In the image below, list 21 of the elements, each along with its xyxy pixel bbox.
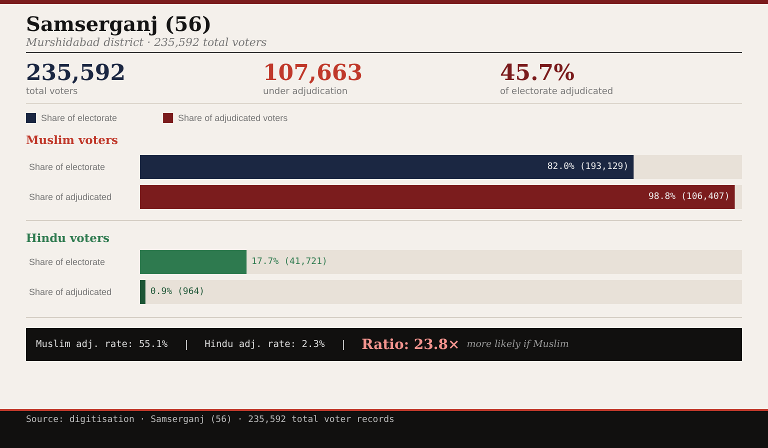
- source-note: Source: digitisation · Samserganj (56) · 235,592 total voter records: [26, 415, 394, 425]
- y-tick-label: Share of adjudicated: [29, 287, 112, 297]
- chart-title: Hindu voters: [26, 231, 110, 245]
- y-tick-label: Share of electorate: [29, 257, 106, 267]
- chart-title: Muslim voters: [26, 133, 118, 147]
- y-tick-label: Share of adjudicated: [29, 192, 112, 202]
- summary-panel: Muslim adj. rate: 55.1% Hindu adj. rate: 2.3% Ratio: 23.8× more likely if Muslim: [26, 328, 742, 361]
- text: Samserganj (56): [26, 12, 212, 36]
- y-tick-label: Share of electorate: [29, 162, 106, 172]
- data-label: 82.0% (193,129): [547, 162, 629, 172]
- text: 235,592: [26, 60, 126, 86]
- text: Murshidabad district · 235,592 total voters: [26, 36, 267, 49]
- legend-label: Share of adjudicated voters: [178, 113, 288, 123]
- data-label: 17.7% (41,721): [252, 257, 328, 267]
- data-label: 98.8% (106,407): [648, 192, 730, 202]
- text: under adjudication: [263, 87, 348, 97]
- text: 45.7%: [500, 60, 574, 86]
- text: 107,663: [263, 60, 363, 86]
- data-label: 0.9% (964): [150, 287, 205, 297]
- text: of electorate adjudicated: [500, 87, 614, 97]
- text: total voters: [26, 87, 78, 97]
